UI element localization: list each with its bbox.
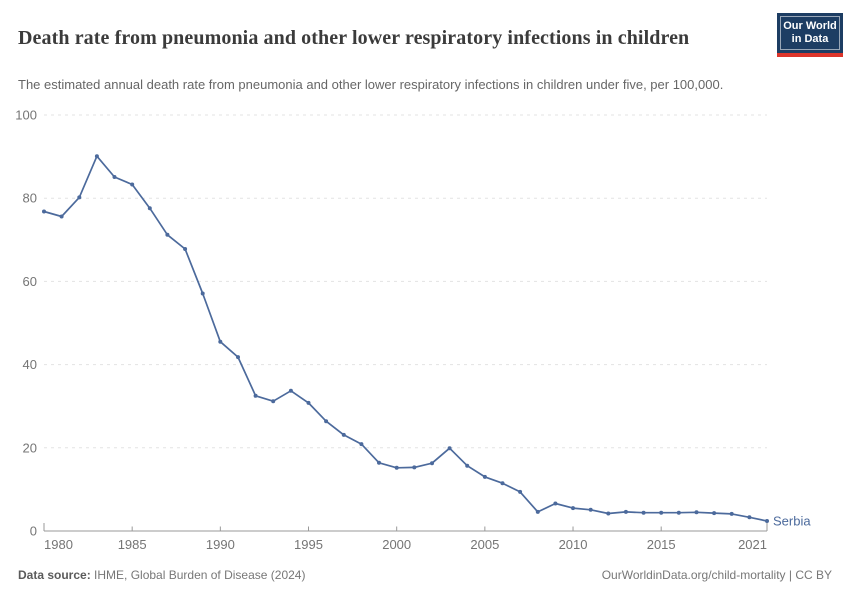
x-axis-tick-label: 2015 xyxy=(647,537,676,552)
chart-footer: Data source: IHME, Global Burden of Dise… xyxy=(18,568,832,582)
y-axis-tick-label: 100 xyxy=(15,108,37,123)
data-point[interactable] xyxy=(271,399,276,404)
data-source-label: Data source: xyxy=(18,568,91,582)
y-axis-tick-label: 40 xyxy=(23,357,37,372)
y-axis-tick-label: 80 xyxy=(23,191,37,206)
data-point[interactable] xyxy=(42,209,46,214)
data-point[interactable] xyxy=(518,489,523,494)
data-point[interactable] xyxy=(94,154,99,159)
data-point[interactable] xyxy=(412,465,417,470)
data-point[interactable] xyxy=(465,463,470,468)
data-point[interactable] xyxy=(694,510,699,515)
data-point[interactable] xyxy=(712,511,717,516)
x-axis-tick-label: 1980 xyxy=(44,537,73,552)
data-point[interactable] xyxy=(324,419,329,424)
data-point[interactable] xyxy=(588,507,593,512)
data-point[interactable] xyxy=(377,460,381,465)
x-axis-tick-label: 1995 xyxy=(294,537,323,552)
data-point[interactable] xyxy=(183,247,188,251)
x-axis-tick-label: 2021 xyxy=(738,537,767,552)
data-point[interactable] xyxy=(359,442,364,447)
data-point[interactable] xyxy=(253,393,258,398)
data-point[interactable] xyxy=(430,461,434,466)
data-point[interactable] xyxy=(147,206,152,211)
data-point[interactable] xyxy=(747,515,752,520)
series-end-label: Serbia xyxy=(773,514,811,529)
y-axis-tick-label: 0 xyxy=(30,524,37,539)
data-point[interactable] xyxy=(676,510,681,515)
owid-logo-line1: Our World xyxy=(783,20,837,32)
data-point[interactable] xyxy=(112,175,117,179)
data-point[interactable] xyxy=(165,232,170,237)
y-axis-tick-label: 20 xyxy=(23,440,37,455)
x-axis-tick-label: 2000 xyxy=(382,537,411,552)
x-axis-tick-label: 1985 xyxy=(118,537,147,552)
x-axis-tick-label: 2005 xyxy=(470,537,499,552)
page-title: Death rate from pneumonia and other lowe… xyxy=(18,27,690,50)
data-point[interactable] xyxy=(623,509,628,514)
owid-credit-link[interactable]: OurWorldinData.org/child-mortality | CC … xyxy=(601,568,832,582)
data-point[interactable] xyxy=(341,432,346,437)
data-point[interactable] xyxy=(200,291,205,296)
data-line-serbia xyxy=(43,155,768,522)
data-point[interactable] xyxy=(394,465,399,470)
data-point[interactable] xyxy=(236,355,240,360)
chart-subtitle: The estimated annual death rate from pne… xyxy=(18,77,724,92)
owid-logo-text: Our World in Data xyxy=(780,16,840,50)
data-point[interactable] xyxy=(306,400,311,405)
y-axis-tick-label: 60 xyxy=(23,274,37,289)
data-point[interactable] xyxy=(77,195,82,200)
data-point[interactable] xyxy=(59,214,64,219)
x-axis-tick-label: 2010 xyxy=(559,537,588,552)
data-point[interactable] xyxy=(288,388,293,393)
owid-logo-line2: in Data xyxy=(791,33,829,45)
data-point[interactable] xyxy=(641,510,646,515)
data-point[interactable] xyxy=(500,481,505,486)
data-point[interactable] xyxy=(571,506,575,511)
data-point[interactable] xyxy=(218,339,223,344)
owid-logo[interactable]: Our World in Data xyxy=(777,13,843,57)
data-point[interactable] xyxy=(482,474,487,479)
data-point[interactable] xyxy=(659,510,664,515)
data-source: Data source: IHME, Global Burden of Dise… xyxy=(18,568,305,582)
data-point[interactable] xyxy=(606,511,611,516)
data-source-text: IHME, Global Burden of Disease (2024) xyxy=(90,568,306,582)
data-point[interactable] xyxy=(130,182,135,187)
data-point[interactable] xyxy=(535,509,540,514)
data-point[interactable] xyxy=(729,511,734,516)
data-point[interactable] xyxy=(447,446,452,451)
x-axis-tick-label: 1990 xyxy=(206,537,235,552)
data-point[interactable] xyxy=(765,519,769,523)
data-point[interactable] xyxy=(553,501,558,506)
